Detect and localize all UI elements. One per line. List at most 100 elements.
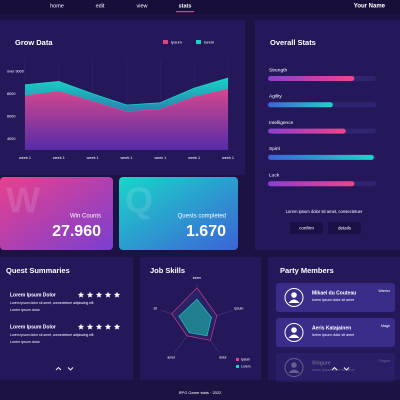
member-card[interactable]: Shigure lorem ipsum dolor sit amet Rogue — [276, 353, 395, 382]
star — [77, 323, 85, 330]
avatar-head — [291, 292, 297, 298]
avatar-body — [288, 299, 300, 303]
star — [113, 291, 121, 298]
area-line — [24, 88, 229, 113]
avatar-head — [291, 327, 297, 333]
button[interactable] — [328, 222, 361, 234]
star — [77, 291, 85, 298]
nav-bar — [0, 0, 400, 14]
star — [86, 323, 94, 330]
stat-bar — [268, 154, 374, 160]
stat-bar — [268, 102, 333, 108]
chevron-down[interactable] — [343, 367, 350, 371]
radar-axis-label: amet — [167, 355, 175, 359]
x-tick-label: week 1 — [87, 156, 99, 160]
member-text: lorem ipsum dolor sit amet — [312, 333, 354, 337]
legend-label: Ipsum — [171, 40, 183, 45]
member-text: lorem ipsum dolor sit amet — [312, 368, 354, 372]
member-name: Aeris Katajainen — [312, 325, 351, 331]
star — [104, 291, 112, 298]
panel — [255, 20, 400, 250]
button[interactable] — [290, 222, 323, 234]
stat-label: Agility — [269, 94, 282, 100]
card-value: 1.670 — [186, 223, 226, 240]
member-role: Warrior — [378, 289, 390, 293]
stat-label: Spirit — [269, 146, 281, 152]
chevron-up[interactable] — [55, 366, 62, 371]
panel-title: Party Members — [280, 266, 334, 275]
radar-axis-label: dolor — [219, 355, 227, 359]
star — [95, 323, 103, 330]
panel — [0, 257, 133, 380]
y-tick-label: 6000 — [7, 114, 15, 118]
stat-card — [119, 177, 238, 250]
stat-bar — [268, 181, 355, 187]
quest-link: Lorem ipsum dolor — [10, 308, 41, 312]
legend-label: Ipsum — [241, 357, 250, 361]
area-fill — [25, 89, 228, 150]
chevron-down[interactable] — [67, 367, 74, 371]
button-label[interactable]: confirm — [299, 226, 314, 231]
nav-item[interactable]: view — [136, 3, 147, 9]
stat-bar — [268, 128, 346, 134]
member-role: Mage — [381, 324, 390, 328]
legend-swatch — [196, 40, 201, 44]
avatar-head — [291, 362, 297, 368]
x-tick-label: week 1 — [53, 156, 65, 160]
nav-item[interactable]: stats — [179, 3, 192, 9]
member-role: Rogue — [379, 359, 390, 363]
y-tick-label: over 9000 — [7, 69, 24, 73]
quest-text: Lorem ipsum dolor sit amet, consectetuer… — [10, 301, 94, 305]
member-bg — [276, 353, 395, 382]
y-tick-label: 4000 — [7, 137, 15, 141]
legend-swatch — [163, 40, 168, 44]
member-name: Mikael du Couteau — [312, 290, 356, 296]
x-tick-label: week 1 — [188, 156, 200, 160]
panel-title: Overall Stats — [270, 38, 316, 47]
x-tick-label: week 1 — [120, 156, 132, 160]
panel-title: Job Skills — [150, 266, 185, 275]
nav-item[interactable]: home — [50, 3, 64, 9]
member-bg — [276, 283, 395, 312]
radar-axis-label: sit — [153, 306, 156, 310]
member-card[interactable]: Mikael du Couteau lorem ipsum dolor sit a… — [276, 283, 395, 312]
member-name: Shigure — [312, 360, 331, 366]
card-watermark: Q — [125, 180, 153, 221]
avatar-body — [288, 369, 300, 373]
button-label[interactable]: details — [338, 226, 352, 231]
avatar — [284, 323, 304, 342]
star — [113, 323, 121, 330]
quest-title: Lorem Ipsum Dolor — [10, 292, 56, 298]
stat-label: Luck — [269, 172, 280, 178]
nav-item[interactable]: edit — [96, 3, 105, 9]
avatar — [284, 288, 304, 307]
legend-label: Iorem — [204, 40, 215, 45]
card-watermark: W — [6, 180, 40, 221]
footer: RPG Game stats · 2022 — [179, 390, 222, 395]
radar-axis-label: lorem — [193, 276, 202, 280]
card-label: Quests completed — [178, 214, 226, 220]
member-text: lorem ipsum dolor sit amet — [312, 298, 354, 302]
member-bg — [276, 318, 395, 347]
radar-area — [178, 298, 212, 337]
card-label: Win Counts — [70, 214, 101, 220]
quest-title: Lorem Ipsum Dolor — [10, 324, 56, 330]
stat-label: Strength — [269, 67, 287, 73]
stat-text: Lorem ipsum dolor sit amet, consectetuer — [286, 209, 363, 214]
y-tick-label: 8000 — [7, 92, 15, 96]
quest-link: Lorem ipsum dolor — [10, 340, 41, 344]
member-card[interactable]: Aeris Katajainen lorem ipsum dolor sit am… — [276, 318, 395, 347]
stat-card — [0, 177, 113, 250]
star — [95, 291, 103, 298]
panel-title: Grow Data — [15, 38, 53, 47]
chevron-up[interactable] — [331, 366, 338, 371]
x-tick-label: week 1 — [222, 156, 234, 160]
star — [104, 323, 112, 330]
stat-label: Intelligence — [269, 120, 294, 126]
x-tick-label: week 1 — [154, 156, 166, 160]
legend-swatch — [236, 365, 239, 368]
x-tick-label: week 1 — [19, 156, 31, 160]
quest-text: Lorem ipsum dolor sit amet, consectetuer… — [10, 333, 94, 337]
